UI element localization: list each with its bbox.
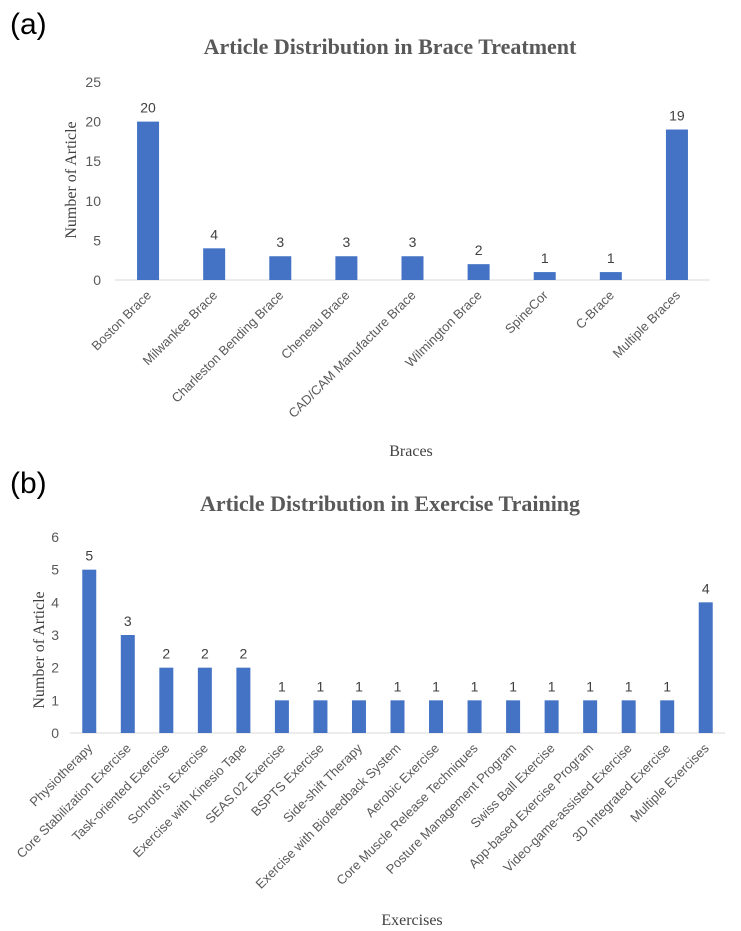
panel-b-ylabel: Number of Article <box>31 591 48 708</box>
data-label: 1 <box>317 678 325 694</box>
data-label: 1 <box>278 678 286 694</box>
y-tick-label: 20 <box>85 114 101 130</box>
bar <box>351 700 366 733</box>
panel-b-xlabel: Exercises <box>381 912 442 929</box>
panel-a-data-labels: 20 4 3 3 3 2 1 1 19 <box>140 100 685 266</box>
data-label: 4 <box>210 226 218 242</box>
y-tick-label: 0 <box>93 272 101 288</box>
data-label: 1 <box>394 678 402 694</box>
bar <box>698 602 713 733</box>
y-tick-label: 5 <box>51 562 59 578</box>
x-tick-label: Cheneau Brace <box>278 288 352 362</box>
panel-a-label: (a) <box>10 8 47 41</box>
panel-b-title: Article Distribution in Exercise Trainin… <box>200 491 580 516</box>
data-label: 1 <box>541 250 549 266</box>
data-label: 1 <box>548 678 556 694</box>
data-label: 3 <box>124 613 132 629</box>
y-tick-label: 5 <box>93 232 101 248</box>
bar <box>599 272 622 280</box>
bar <box>390 700 405 733</box>
bar <box>660 700 675 733</box>
y-tick-label: 10 <box>85 193 101 209</box>
bar <box>120 635 135 733</box>
bar <box>313 700 328 733</box>
y-tick-label: 15 <box>85 153 101 169</box>
bar <box>274 700 289 733</box>
data-label: 19 <box>669 108 685 124</box>
x-tick-label: Charleston Bending Brace <box>168 288 286 406</box>
y-tick-label: 2 <box>51 660 59 676</box>
panel-a-ylabel: Number of Article <box>63 121 80 238</box>
data-label: 2 <box>201 646 209 662</box>
panel-b-bars <box>82 569 713 733</box>
y-tick-label: 6 <box>51 529 59 545</box>
data-label: 3 <box>409 234 417 250</box>
data-label: 1 <box>607 250 615 266</box>
bar <box>197 667 212 733</box>
x-tick-label: Multiple Braces <box>610 287 684 361</box>
x-tick-label: Core Muscle Release Techniques <box>333 740 481 888</box>
bar <box>82 569 97 733</box>
x-tick-label: SpineCor <box>502 287 551 336</box>
data-label: 3 <box>276 234 284 250</box>
bar <box>429 700 444 733</box>
bar <box>583 700 598 733</box>
y-tick-label: 4 <box>51 594 59 610</box>
bar <box>269 256 292 280</box>
y-tick-label: 1 <box>51 692 59 708</box>
panel-a-xlabel: Braces <box>389 443 433 460</box>
data-label: 1 <box>663 678 671 694</box>
bar <box>236 667 251 733</box>
x-tick-label: Boston Brace <box>88 288 154 354</box>
bar <box>506 700 521 733</box>
x-tick-label: CAD/CAM Manufacture Brace <box>285 288 418 421</box>
data-label: 3 <box>342 234 350 250</box>
panel-a-title: Article Distribution in Brace Treatment <box>204 34 577 59</box>
bar <box>335 256 358 280</box>
panel-a-chart: (a) Article Distribution in Brace Treatm… <box>10 8 710 460</box>
data-label: 4 <box>702 580 710 596</box>
bar <box>467 700 482 733</box>
y-tick-label: 3 <box>51 627 59 643</box>
bar <box>533 272 556 280</box>
bar <box>203 248 226 280</box>
data-label: 1 <box>471 678 479 694</box>
data-label: 1 <box>355 678 363 694</box>
data-label: 1 <box>586 678 594 694</box>
data-label: 2 <box>162 646 170 662</box>
data-label: 1 <box>509 678 517 694</box>
panel-a-y-axis: 0 5 10 15 20 25 <box>85 74 710 288</box>
x-tick-label: C-Brace <box>573 288 617 332</box>
data-label: 2 <box>239 646 247 662</box>
panel-b-chart: (b) Article Distribution in Exercise Tra… <box>10 467 725 929</box>
panel-a-bars <box>137 121 688 280</box>
data-label: 1 <box>625 678 633 694</box>
bar <box>401 256 424 280</box>
data-label: 5 <box>85 548 93 564</box>
y-tick-label: 25 <box>85 74 101 90</box>
y-tick-label: 0 <box>51 725 59 741</box>
data-label: 2 <box>475 242 483 258</box>
data-label: 20 <box>140 100 156 116</box>
panel-b-label: (b) <box>10 467 47 500</box>
panel-b-data-labels: 5 3 2 2 2 1 1 1 1 1 1 1 1 1 1 1 4 <box>85 548 709 695</box>
bar <box>137 121 160 280</box>
data-label: 1 <box>432 678 440 694</box>
bar <box>665 129 688 280</box>
bar <box>467 264 490 280</box>
bar <box>544 700 559 733</box>
bar <box>159 667 174 733</box>
bar <box>621 700 636 733</box>
